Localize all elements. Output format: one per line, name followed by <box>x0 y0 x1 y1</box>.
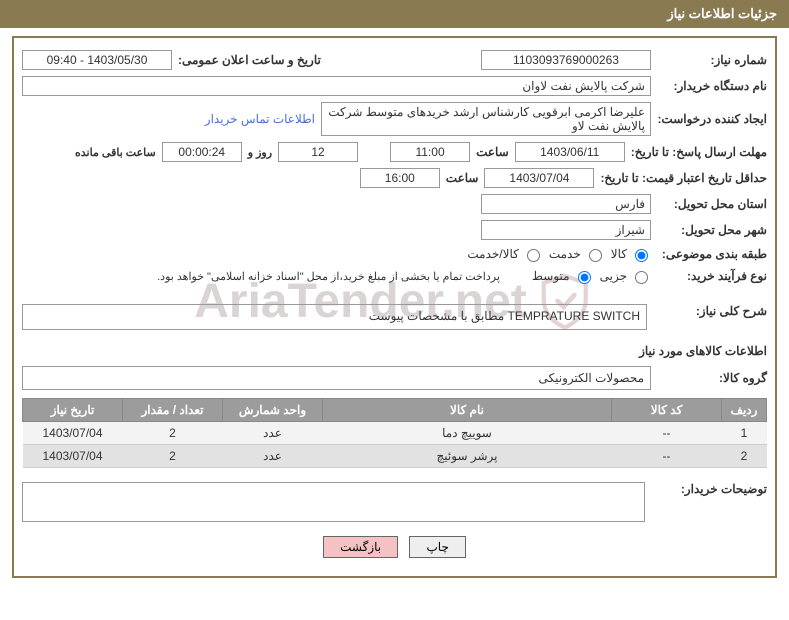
announce-dt-field: 1403/05/30 - 09:40 <box>22 50 172 70</box>
hour-label-1: ساعت <box>476 145 509 159</box>
price-valid-label: حداقل تاریخ اعتبار قیمت: تا تاریخ: <box>600 171 767 185</box>
goods-info-heading: اطلاعات کالاهای مورد نیاز <box>22 344 767 358</box>
cell-code: -- <box>612 445 722 468</box>
province-field: فارس <box>481 194 651 214</box>
cell-qty: 2 <box>123 445 223 468</box>
cell-name: پرشر سوئیچ <box>323 445 612 468</box>
requester-field: علیرضا اکرمی ابرقویی کارشناس ارشد خریدها… <box>321 102 651 136</box>
th-name: نام کالا <box>323 399 612 422</box>
buyer-notes-field <box>22 482 645 522</box>
proc-radio-minor[interactable] <box>635 271 648 284</box>
cat-radio-goods[interactable] <box>635 249 648 262</box>
th-code: کد کالا <box>612 399 722 422</box>
cell-date: 1403/07/04 <box>23 445 123 468</box>
goods-group-label: گروه کالا: <box>657 371 767 385</box>
province-label: استان محل تحویل: <box>657 197 767 211</box>
cat-opt-service[interactable]: خدمت <box>549 246 605 262</box>
proc-opt-minor[interactable]: جزیی <box>600 268 651 284</box>
reply-deadline-label: مهلت ارسال پاسخ: تا تاریخ: <box>631 145 767 159</box>
pay-note: پرداخت تمام یا بخشی از مبلغ خرید،از محل … <box>157 270 500 283</box>
cat-radio-both[interactable] <box>527 249 540 262</box>
need-no-label: شماره نیاز: <box>657 53 767 67</box>
cell-n: 1 <box>722 422 767 445</box>
price-time-field: 16:00 <box>360 168 440 188</box>
buyer-org-label: نام دستگاه خریدار: <box>657 79 767 93</box>
contact-link[interactable]: اطلاعات تماس خریدار <box>205 112 315 126</box>
cell-unit: عدد <box>223 445 323 468</box>
cat-opt-both[interactable]: کالا/خدمت <box>467 246 542 262</box>
main-panel: AriaTender.net شماره نیاز: 1103093769000… <box>12 36 777 578</box>
cat-radio-service[interactable] <box>589 249 602 262</box>
th-date: تاریخ نیاز <box>23 399 123 422</box>
th-qty: تعداد / مقدار <box>123 399 223 422</box>
reply-time-field: 11:00 <box>390 142 470 162</box>
goods-table: ردیف کد کالا نام کالا واحد شمارش تعداد /… <box>22 398 767 468</box>
print-button[interactable]: چاپ <box>409 536 465 558</box>
proc-opt-medium[interactable]: متوسط <box>532 268 594 284</box>
table-row: 2 -- پرشر سوئیچ عدد 2 1403/07/04 <box>23 445 767 468</box>
price-date-field: 1403/07/04 <box>484 168 594 188</box>
table-row: 1 -- سوییچ دما عدد 2 1403/07/04 <box>23 422 767 445</box>
proc-radio-medium[interactable] <box>578 271 591 284</box>
cell-code: -- <box>612 422 722 445</box>
need-no-field: 1103093769000263 <box>481 50 651 70</box>
city-label: شهر محل تحویل: <box>657 223 767 237</box>
overall-desc-field: TEMPRATURE SWITCH مطابق با مشخصات پیوست <box>22 304 647 330</box>
city-field: شیراز <box>481 220 651 240</box>
cell-unit: عدد <box>223 422 323 445</box>
announce-dt-label: تاریخ و ساعت اعلان عمومی: <box>178 53 321 67</box>
cat-opt-goods[interactable]: کالا <box>611 246 651 262</box>
th-unit: واحد شمارش <box>223 399 323 422</box>
procure-label: نوع فرآیند خرید: <box>657 269 767 283</box>
hour-label-2: ساعت <box>446 171 479 185</box>
buyer-notes-label: توضیحات خریدار: <box>657 482 767 496</box>
days-left-field: 12 <box>278 142 358 162</box>
time-left-field: 00:00:24 <box>162 142 242 162</box>
th-row: ردیف <box>722 399 767 422</box>
back-button[interactable]: بازگشت <box>323 536 398 558</box>
reply-date-field: 1403/06/11 <box>515 142 625 162</box>
cell-name: سوییچ دما <box>323 422 612 445</box>
requester-label: ایجاد کننده درخواست: <box>657 112 767 126</box>
time-left-label: ساعت باقی مانده <box>75 146 156 159</box>
overall-desc-label: شرح کلی نیاز: <box>657 304 767 318</box>
cell-n: 2 <box>722 445 767 468</box>
goods-group-field: محصولات الکترونیکی <box>22 366 651 390</box>
buyer-org-field: شرکت پالایش نفت لاوان <box>22 76 651 96</box>
cell-qty: 2 <box>123 422 223 445</box>
page-title: جزئیات اطلاعات نیاز <box>0 0 789 28</box>
days-and-label: روز و <box>248 146 272 159</box>
cell-date: 1403/07/04 <box>23 422 123 445</box>
category-label: طبقه بندی موضوعی: <box>657 247 767 261</box>
